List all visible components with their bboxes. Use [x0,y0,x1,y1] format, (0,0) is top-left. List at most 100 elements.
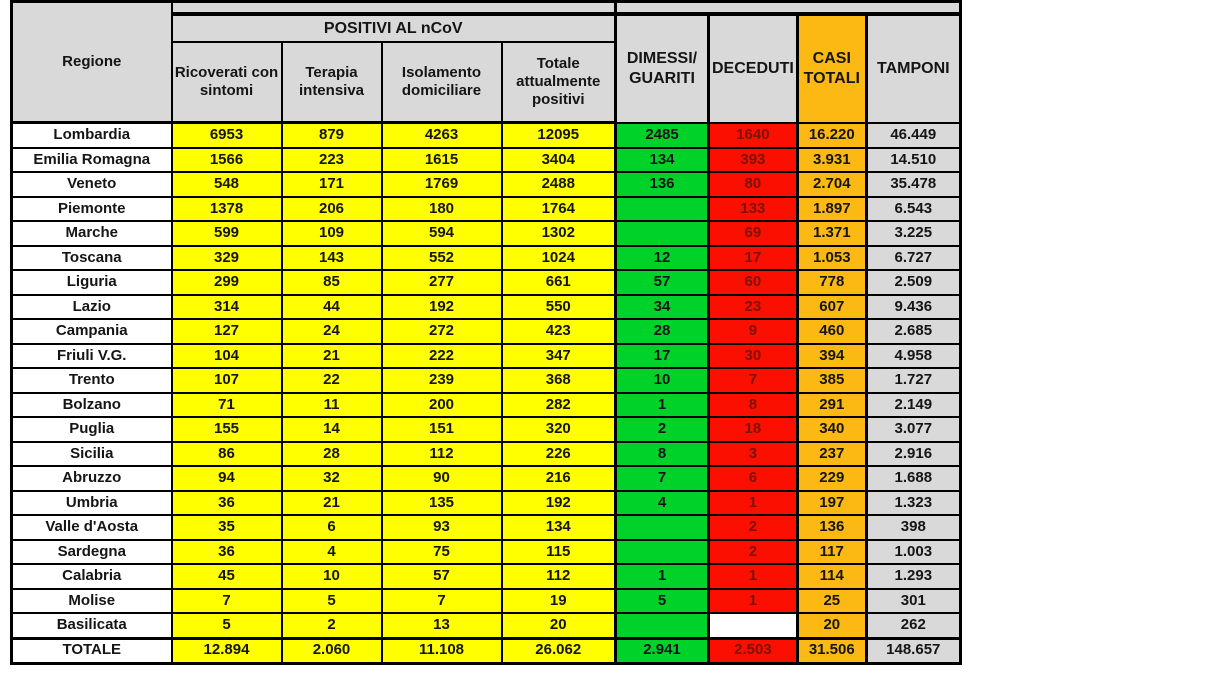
cell-terapia: 206 [280,195,383,222]
cell-terapia: 21 [280,342,383,369]
cell-tamponi: 4.958 [864,342,962,369]
cell-dimessi-guariti: 2485 [614,121,710,149]
cell-terapia: 6 [280,514,383,541]
cell-ricoverati: 127 [170,318,283,345]
row-puglia: Puglia 155 14 151 320 2 18 340 3.077 [10,416,962,443]
cell-isolamento: 4263 [380,121,503,149]
header-deceduti: DECEDUTI [707,13,799,124]
cell-isolamento: 57 [380,563,503,590]
cell-deceduti: 6 [707,465,799,492]
cell-terapia: 22 [280,367,383,394]
row-veneto: Veneto 548 171 1769 2488 136 80 2.704 35.478 [10,171,962,198]
cell-casi-totali: 460 [795,318,868,345]
cell-terapia: 24 [280,318,383,345]
cell-dimessi-guariti: 136 [614,171,710,198]
cell-isolamento: 112 [380,440,503,467]
header-isolamento-domiciliare: Isolamento domiciliare [380,41,503,124]
cell-totale-positivi: 550 [500,293,617,320]
cell-casi-totali: 1.371 [795,220,868,247]
cell-isolamento: 90 [380,465,503,492]
cell-ricoverati: 155 [170,416,283,443]
cell-tamponi: 3.225 [864,220,962,247]
cell-casi-totali: 31.506 [795,636,868,665]
cell-tamponi: 14.510 [864,146,962,173]
cell-dimessi-guariti: 5 [614,587,710,614]
cell-isolamento: 222 [380,342,503,369]
cell-deceduti: 30 [707,342,799,369]
cell-isolamento: 93 [380,514,503,541]
cell-deceduti: 18 [707,416,799,443]
cell-isolamento: 277 [380,269,503,296]
cell-dimessi-guariti: 57 [614,269,710,296]
cell-isolamento: 151 [380,416,503,443]
cell-tamponi: 1.003 [864,538,962,565]
cell-dimessi-guariti: 1 [614,563,710,590]
cell-casi-totali: 136 [795,514,868,541]
cell-casi-totali: 117 [795,538,868,565]
cell-dimessi-guariti: 134 [614,146,710,173]
cell-tamponi: 2.685 [864,318,962,345]
cell-dimessi-guariti [614,514,710,541]
table-header: Regione POSITIVI AL nCoV DIMESSI/ GUARIT… [10,1,962,124]
header-ricoverati-con-sintomi: Ricoverati con sintomi [170,41,283,124]
cell-deceduti: 69 [707,220,799,247]
cell-casi-totali: 385 [795,367,868,394]
table-body: Lombardia 6953 879 4263 12095 2485 1640 16.220 4… [10,121,962,665]
cell-isolamento: 7 [380,587,503,614]
cell-terapia: 10 [280,563,383,590]
row-lazio: Lazio 314 44 192 550 34 23 607 9.436 [10,293,962,320]
cell-dimessi-guariti: 8 [614,440,710,467]
cell-regione: Umbria [10,489,173,516]
row-campania: Campania 127 24 272 423 28 9 460 2.685 [10,318,962,345]
cell-casi-totali: 237 [795,440,868,467]
cell-terapia: 879 [280,121,383,149]
cell-totale-positivi: 1024 [500,244,617,271]
cell-isolamento: 200 [380,391,503,418]
cell-terapia: 2 [280,612,383,639]
cell-deceduti: 60 [707,269,799,296]
cell-deceduti: 23 [707,293,799,320]
cell-regione: Valle d'Aosta [10,514,173,541]
cell-isolamento: 75 [380,538,503,565]
cell-regione: Bolzano [10,391,173,418]
cell-isolamento: 594 [380,220,503,247]
cell-dimessi-guariti: 2.941 [614,636,710,665]
regional-covid-table-container: Regione POSITIVI AL nCoV DIMESSI/ GUARIT… [10,0,962,665]
cell-deceduti: 393 [707,146,799,173]
row-lombardia: Lombardia 6953 879 4263 12095 2485 1640 16.220 4… [10,121,962,149]
cell-isolamento: 180 [380,195,503,222]
cell-dimessi-guariti: 2 [614,416,710,443]
cell-casi-totali: 16.220 [795,121,868,149]
cell-deceduti: 1 [707,563,799,590]
cell-dimessi-guariti: 12 [614,244,710,271]
cell-tamponi: 1.323 [864,489,962,516]
cell-casi-totali: 340 [795,416,868,443]
cell-totale-positivi: 661 [500,269,617,296]
row-friuli-v-g: Friuli V.G. 104 21 222 347 17 30 394 4.958 [10,342,962,369]
cell-casi-totali: 1.897 [795,195,868,222]
cell-deceduti: 80 [707,171,799,198]
row-molise: Molise 7 5 7 19 5 1 25 301 [10,587,962,614]
cell-casi-totali: 3.931 [795,146,868,173]
cell-tamponi: 398 [864,514,962,541]
cell-ricoverati: 94 [170,465,283,492]
cell-dimessi-guariti [614,612,710,639]
cell-dimessi-guariti: 17 [614,342,710,369]
row-umbria: Umbria 36 21 135 192 4 1 197 1.323 [10,489,962,516]
cell-totale-positivi: 282 [500,391,617,418]
cell-ricoverati: 35 [170,514,283,541]
cell-deceduti: 2.503 [707,636,799,665]
cell-isolamento: 272 [380,318,503,345]
cell-ricoverati: 599 [170,220,283,247]
cell-totale-positivi: 320 [500,416,617,443]
cell-totale-positivi: 2488 [500,171,617,198]
header-totale-attualmente-positivi: Totale attualmente positivi [500,41,617,124]
cell-deceduti: 2 [707,514,799,541]
cell-isolamento: 239 [380,367,503,394]
cell-terapia: 223 [280,146,383,173]
cell-casi-totali: 394 [795,342,868,369]
cell-terapia: 85 [280,269,383,296]
row-emilia-romagna: Emilia Romagna 1566 223 1615 3404 134 393 3.931… [10,146,962,173]
cell-tamponi: 1.293 [864,563,962,590]
cell-terapia: 109 [280,220,383,247]
